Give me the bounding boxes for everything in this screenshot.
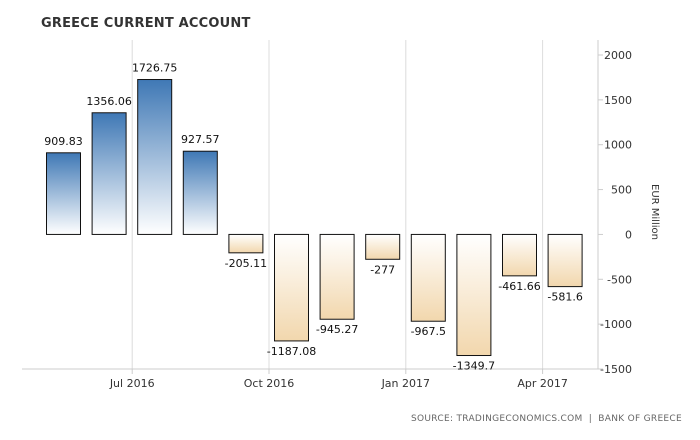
data-label: 1726.75 xyxy=(132,62,178,75)
bar xyxy=(228,233,264,254)
y-tick-label: 0 xyxy=(625,228,632,241)
bar xyxy=(547,233,583,288)
bar xyxy=(365,233,401,260)
bar-layer xyxy=(46,79,583,357)
data-label: -1187.08 xyxy=(267,345,316,358)
data-label: -581.6 xyxy=(547,291,582,304)
data-label: 909.83 xyxy=(44,135,83,148)
y-tick-label: -1500 xyxy=(600,363,632,376)
axis-layer: Jul 2016 Oct 2016 Jan 2017 Apr 2017 2000 1500… xyxy=(22,40,660,390)
data-label: -1349.7 xyxy=(453,360,495,373)
y-tick-label: 1000 xyxy=(604,139,632,152)
x-tick-label: Jul 2016 xyxy=(109,377,155,390)
source-line: SOURCE: TRADINGECONOMICS.COM | BANK OF G… xyxy=(411,414,682,424)
source-prefix: SOURCE: xyxy=(410,414,454,424)
y-tick-label: -500 xyxy=(607,273,632,286)
y-tick-label: 500 xyxy=(611,184,632,197)
source-site-link[interactable]: TRADINGECONOMICS.COM xyxy=(456,414,583,424)
bar xyxy=(456,233,492,357)
data-label: -277 xyxy=(370,263,395,276)
data-label: -205.11 xyxy=(225,257,267,270)
y-tick-label: 1500 xyxy=(604,94,632,107)
y-tick-label: -1000 xyxy=(600,318,632,331)
x-tick-label: Jan 2017 xyxy=(381,377,430,390)
x-tick-label: Oct 2016 xyxy=(244,377,295,390)
data-label: 927.57 xyxy=(181,133,220,146)
bar xyxy=(319,233,355,320)
y-axis-title: EUR Million xyxy=(649,184,660,240)
data-label: -461.66 xyxy=(498,280,540,293)
bar xyxy=(91,112,127,235)
label-layer: 909.83 1356.06 1726.75 927.57 -205.11 -1187.0… xyxy=(44,62,583,373)
bar xyxy=(410,233,446,322)
y-tick-label: 2000 xyxy=(604,49,632,62)
bar xyxy=(502,233,537,277)
bar xyxy=(274,233,309,342)
bar xyxy=(46,152,81,235)
source-provider: BANK OF GREECE xyxy=(598,414,682,424)
data-label: 1356.06 xyxy=(86,95,132,108)
grid-layer xyxy=(131,40,544,369)
chart-title: GREECE CURRENT ACCOUNT xyxy=(41,16,251,31)
data-label: -945.27 xyxy=(316,323,358,336)
x-tick-label: Apr 2017 xyxy=(517,377,568,390)
data-label: -967.5 xyxy=(411,325,446,338)
source-separator: | xyxy=(588,414,593,424)
bar xyxy=(137,79,173,235)
bar xyxy=(182,150,218,235)
